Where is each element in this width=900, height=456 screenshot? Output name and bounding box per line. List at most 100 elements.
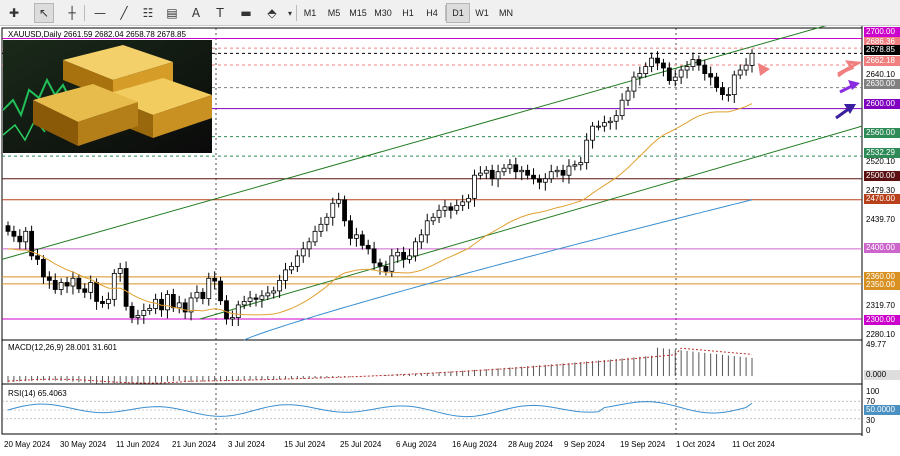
candle-body <box>194 291 200 299</box>
candle-body <box>596 125 601 128</box>
time-label: 3 Jul 2024 <box>228 440 265 449</box>
tf-d1[interactable]: D1 <box>446 3 470 23</box>
candle-body <box>188 297 194 313</box>
candle-body <box>584 139 590 164</box>
fib-icon[interactable]: ☷ <box>142 6 154 20</box>
rsi-tick-0: 0 <box>866 426 871 435</box>
candle-body <box>737 69 743 76</box>
candle-body <box>696 59 702 66</box>
candle-body <box>88 282 94 293</box>
tf-m5[interactable]: M5 <box>327 8 341 18</box>
chart-canvas[interactable] <box>0 26 900 456</box>
price-label-2630: 2630.00 <box>864 79 900 89</box>
price-label-2350: 2350.00 <box>864 280 900 290</box>
candle-body <box>141 310 147 316</box>
arrow-icon <box>837 64 853 78</box>
time-label: 16 Aug 2024 <box>452 440 497 449</box>
candle-body <box>531 174 536 180</box>
candle-body <box>336 199 342 204</box>
candle-body <box>395 251 401 257</box>
candle-body <box>448 206 454 211</box>
candle-body <box>625 90 631 101</box>
candle-body <box>170 294 176 309</box>
toolbar: ✚ ↖ ┼ — ╱ ☷ ▤ A T ▬ ⬘ ▾ M1 M5 M15 M30 H1… <box>0 0 900 26</box>
candle-body <box>731 74 737 96</box>
time-label: 21 Jun 2024 <box>172 440 217 449</box>
channel-icon[interactable]: ▤ <box>166 6 178 20</box>
price-tick-2439: 2439.70 <box>866 215 895 224</box>
candle-body <box>607 120 613 124</box>
time-label: 30 May 2024 <box>60 440 107 449</box>
candle-body <box>147 308 153 311</box>
toolbar-separator <box>296 5 297 21</box>
hline-icon[interactable]: — <box>94 6 106 20</box>
rsi-tick-70: 70 <box>866 397 875 406</box>
candle-body <box>41 258 46 278</box>
candle-body <box>253 297 259 300</box>
plus-icon[interactable]: ✚ <box>8 6 20 20</box>
candle-body <box>501 167 507 173</box>
time-label: 11 Oct 2024 <box>732 440 775 449</box>
time-label: 1 Oct 2024 <box>676 440 716 449</box>
candle-body <box>235 304 241 318</box>
price-label-2560: 2560.00 <box>864 128 900 138</box>
candle-body <box>472 174 477 199</box>
macd-panel <box>1 339 863 385</box>
channel-lower-line <box>199 125 863 320</box>
candle-body <box>259 295 265 300</box>
candle-body <box>265 292 271 297</box>
trendline-icon[interactable]: ╱ <box>120 6 128 20</box>
candle-body <box>318 223 324 232</box>
tf-w1[interactable]: W1 <box>475 8 489 18</box>
candle-body <box>324 216 330 225</box>
candle-body <box>489 169 495 180</box>
candle-body <box>590 125 595 141</box>
rsi-line <box>7 401 753 418</box>
candle-body <box>206 277 212 300</box>
candle-body <box>542 178 548 183</box>
tf-h4[interactable]: H4 <box>426 8 438 18</box>
candle-body <box>229 317 235 320</box>
candle-body <box>525 169 531 176</box>
time-label: 11 Jun 2024 <box>116 440 160 449</box>
candle-body <box>383 265 389 272</box>
label-rect-icon[interactable]: ▬ <box>240 6 252 20</box>
price-label-2700: 2700.00 <box>864 27 900 37</box>
rsi-panel <box>1 383 863 435</box>
time-label: 6 Aug 2024 <box>396 440 437 449</box>
candle-body <box>289 265 294 271</box>
candle-body <box>643 66 649 74</box>
candle-body <box>176 302 182 309</box>
tf-m15[interactable]: M15 <box>349 8 367 18</box>
shapes-icon[interactable]: ⬘ <box>267 6 277 20</box>
candle-body <box>46 276 52 281</box>
tf-m30[interactable]: M30 <box>374 8 392 18</box>
tf-m1[interactable]: M1 <box>303 8 317 18</box>
candle-body <box>519 169 525 173</box>
price-tick-2280: 2280.10 <box>866 330 895 339</box>
price-label-2360: 2360.00 <box>864 272 900 282</box>
arrow-icon <box>848 80 860 90</box>
toolbar-separator <box>84 5 85 21</box>
candle-body <box>672 76 678 81</box>
candle-body <box>330 202 336 218</box>
tf-mn[interactable]: MN <box>499 8 513 18</box>
candle-body <box>548 171 554 180</box>
crosshair-icon[interactable]: ┼ <box>68 6 76 20</box>
candle-body <box>70 277 76 287</box>
candle-body <box>348 220 353 239</box>
candle-body <box>714 76 719 88</box>
cursor-icon[interactable]: ↖ <box>34 3 54 23</box>
candle-body <box>389 255 395 272</box>
text-icon[interactable]: A <box>191 6 201 20</box>
candle-body <box>29 230 35 257</box>
dropdown-icon[interactable]: ▾ <box>287 8 292 18</box>
candle-body <box>560 169 566 176</box>
price-label-2686: 2686.36 <box>864 37 900 47</box>
label-icon[interactable]: T <box>216 6 224 20</box>
candle-body <box>702 64 708 74</box>
tf-h1[interactable]: H1 <box>402 8 414 18</box>
candle-body <box>129 305 135 318</box>
macd-header: MACD(12,26,9) 28.001 31.601 <box>8 343 117 352</box>
price-label-2300: 2300.00 <box>864 315 900 325</box>
